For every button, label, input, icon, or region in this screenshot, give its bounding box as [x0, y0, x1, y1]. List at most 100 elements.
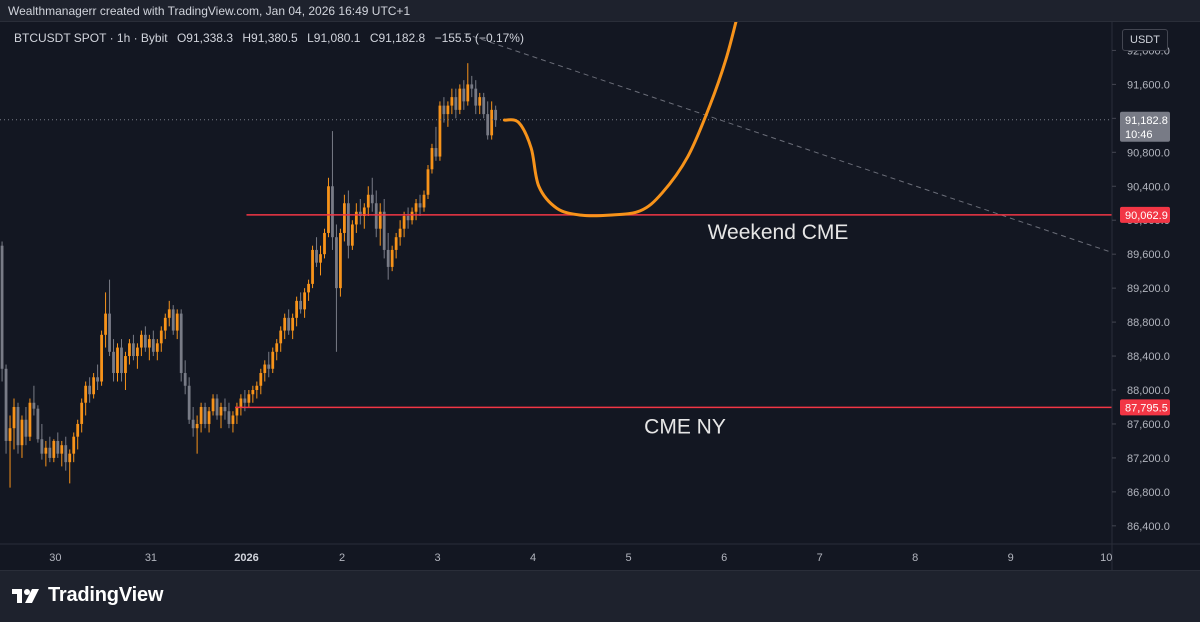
candle-body: [482, 97, 486, 115]
candle: [263, 360, 267, 382]
candle-body: [231, 415, 235, 424]
candle: [271, 347, 275, 374]
legend-high-label: H: [242, 31, 251, 45]
candle-body: [167, 309, 171, 318]
candle-body: [52, 440, 56, 458]
candle-body: [311, 249, 314, 284]
candle-body: [80, 402, 84, 424]
candle: [331, 131, 334, 250]
current-price-countdown: 10:46: [1125, 129, 1153, 141]
candle: [446, 101, 450, 127]
candle: [454, 88, 458, 119]
candle: [247, 390, 251, 407]
candle: [48, 436, 52, 463]
candle-body: [470, 84, 474, 89]
candle-body: [132, 343, 135, 357]
level-price-badge-label: 90,062.9: [1125, 210, 1168, 222]
candle: [402, 211, 406, 238]
candle: [346, 190, 350, 259]
candle: [315, 237, 318, 267]
candle-body: [283, 317, 287, 331]
candle-body: [40, 439, 44, 454]
candle: [215, 394, 219, 420]
candle-body: [48, 447, 52, 458]
current-price-badge: [1120, 111, 1170, 142]
candle-body: [100, 334, 103, 382]
x-tick-label: 9: [1008, 552, 1014, 564]
candle-body: [56, 440, 60, 454]
candle-body: [331, 186, 334, 238]
candle: [307, 279, 310, 301]
candle: [52, 439, 56, 463]
candle-body: [171, 309, 175, 331]
candle-body: [339, 232, 342, 289]
legend-open-label: O: [177, 31, 186, 45]
candle-body: [279, 330, 283, 344]
candle-body: [76, 423, 80, 437]
candle: [259, 368, 263, 395]
candle: [175, 309, 179, 340]
candle-body: [354, 211, 358, 225]
candle-body: [191, 419, 195, 429]
projection-curve: [502, 0, 744, 218]
legend-low-value: 91,080.1: [314, 31, 361, 45]
candle-body: [307, 283, 310, 293]
legend-high-value: 91,380.5: [251, 31, 298, 45]
y-tick-label: 87,200.0: [1127, 453, 1170, 465]
candle-body: [462, 88, 466, 102]
candle: [275, 339, 279, 361]
candle: [0, 241, 4, 382]
currency-button[interactable]: USDT: [1122, 29, 1168, 51]
candle-body: [442, 105, 446, 115]
candle: [442, 97, 446, 123]
candle-body: [155, 343, 159, 352]
candle: [199, 402, 203, 433]
candle: [482, 92, 486, 119]
candle: [147, 334, 151, 361]
candle: [418, 194, 422, 216]
candle-body: [414, 203, 418, 212]
candle-body: [139, 334, 143, 348]
candle: [291, 313, 295, 340]
candle-body: [446, 105, 450, 115]
candle-body: [143, 334, 147, 348]
candle: [136, 343, 139, 369]
candle: [319, 245, 322, 276]
y-tick-label: 90,800.0: [1127, 147, 1170, 159]
legend-close-label: C: [370, 31, 379, 45]
candle: [92, 373, 96, 399]
candle: [132, 334, 135, 361]
candle: [370, 177, 374, 212]
y-tick-label: 88,000.0: [1127, 385, 1170, 397]
candle: [223, 398, 227, 420]
candle: [32, 385, 36, 416]
tradingview-logo[interactable]: TradingView: [12, 584, 163, 607]
candle: [414, 198, 418, 221]
downtrend-line: [464, 32, 1113, 253]
candle: [486, 101, 490, 140]
candle-body: [350, 224, 354, 246]
candle: [434, 126, 438, 161]
candle-body: [474, 88, 478, 106]
x-tick-label: 8: [912, 552, 918, 564]
x-tick-label: 2: [339, 552, 345, 564]
candle-body: [88, 385, 92, 395]
footer: TradingView: [0, 570, 1200, 622]
candle-body: [299, 300, 303, 310]
candle: [430, 143, 434, 174]
candle-body: [418, 203, 422, 208]
candle-body: [136, 347, 139, 357]
x-tick-label: 2026: [234, 552, 258, 564]
level-price-badge: [1120, 399, 1170, 416]
candle-body: [159, 330, 163, 344]
candle-body: [327, 186, 330, 233]
candle-body: [108, 313, 111, 352]
x-tick-label: 6: [721, 552, 727, 564]
candle-body: [195, 423, 199, 429]
candle-body: [434, 148, 438, 157]
attribution-bar: Wealthmanagerr created with TradingView.…: [0, 0, 1200, 22]
candle: [108, 279, 111, 357]
x-tick-label: 30: [49, 552, 61, 564]
